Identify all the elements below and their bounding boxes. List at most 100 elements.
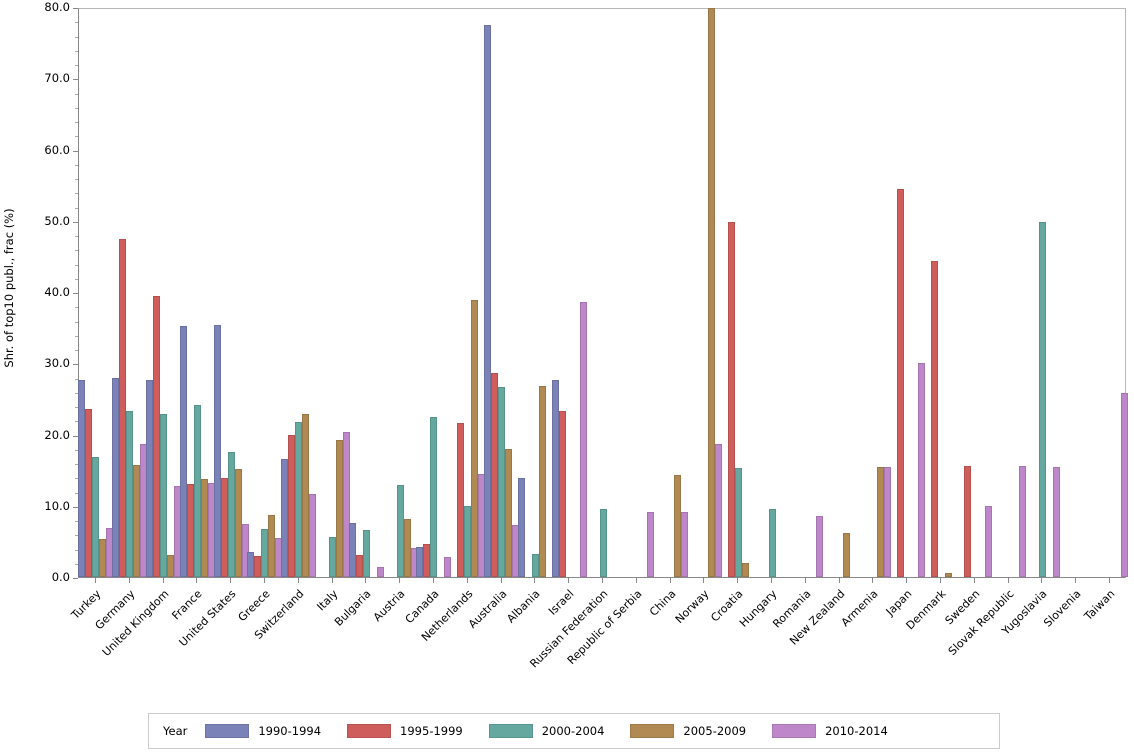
bar xyxy=(193,405,201,577)
y-axis-minor-tick xyxy=(75,50,78,52)
x-axis-tick-mark xyxy=(973,578,975,583)
y-axis-minor-tick xyxy=(75,36,78,38)
legend-label: 2005-2009 xyxy=(683,724,747,738)
x-axis-tick-mark xyxy=(872,578,874,583)
bar xyxy=(200,479,208,577)
x-axis-tick-mark xyxy=(1109,578,1111,583)
bar xyxy=(1120,393,1128,577)
x-axis-tick-mark xyxy=(703,578,705,583)
x-axis-tick-mark xyxy=(568,578,570,583)
bar-group xyxy=(1059,9,1094,577)
bar xyxy=(1052,466,1060,577)
legend-item[interactable]: 2010-2014 xyxy=(772,724,888,738)
y-axis-minor-tick xyxy=(75,321,78,323)
y-axis-tick-mark xyxy=(73,578,78,579)
y-axis-minor-tick xyxy=(75,22,78,24)
x-axis-tick-mark xyxy=(500,578,502,583)
legend-color-swatch xyxy=(630,724,675,738)
bar-group xyxy=(586,9,621,577)
bar xyxy=(917,363,925,577)
bar xyxy=(457,423,465,577)
bar xyxy=(471,299,479,577)
bar xyxy=(930,261,938,577)
bar xyxy=(944,573,952,577)
y-axis-minor-tick xyxy=(75,549,78,551)
bar xyxy=(99,539,107,577)
bar xyxy=(78,379,86,577)
bar xyxy=(558,411,566,577)
bar-group xyxy=(687,8,722,577)
y-axis-tick-label: 60.0 xyxy=(44,142,70,157)
bar xyxy=(241,523,249,577)
bar xyxy=(179,326,187,577)
bar xyxy=(681,512,689,577)
bar xyxy=(843,532,851,577)
x-axis-tick-mark xyxy=(771,578,773,583)
bar xyxy=(126,411,134,577)
bar-group xyxy=(416,9,452,577)
y-axis-tick-mark xyxy=(73,221,78,223)
bar xyxy=(119,239,127,577)
bar-group xyxy=(78,9,114,577)
x-axis-tick-mark xyxy=(906,578,908,583)
legend-color-swatch xyxy=(205,724,250,738)
y-axis-tick-label: 50.0 xyxy=(44,213,70,228)
y-axis-minor-tick xyxy=(75,164,78,166)
bar-group xyxy=(551,9,587,577)
bar xyxy=(498,386,506,577)
x-axis-tick-mark xyxy=(669,578,671,583)
bar xyxy=(674,475,682,577)
bar xyxy=(403,519,411,577)
x-axis-tick-mark xyxy=(297,578,299,583)
bar xyxy=(146,380,154,577)
bar xyxy=(281,458,289,577)
bar xyxy=(213,324,221,577)
x-axis-tick-mark xyxy=(399,578,401,583)
legend-item[interactable]: 1995-1999 xyxy=(347,724,463,738)
y-axis-minor-tick xyxy=(75,207,78,209)
x-axis-tick-mark xyxy=(1075,578,1077,583)
legend-item[interactable]: 2000-2004 xyxy=(488,724,604,738)
bar xyxy=(288,434,296,577)
y-axis-minor-tick xyxy=(75,264,78,266)
x-axis-tick-mark xyxy=(602,578,603,583)
legend-color-swatch xyxy=(347,724,392,738)
bar-group xyxy=(957,9,993,577)
bar-group xyxy=(856,9,891,577)
bar xyxy=(484,24,492,577)
bar xyxy=(295,421,303,577)
bar xyxy=(227,452,235,577)
bar xyxy=(329,537,337,577)
bar xyxy=(160,413,168,577)
bar xyxy=(579,301,587,577)
x-axis-tick-mark xyxy=(1041,578,1043,583)
bar xyxy=(376,567,384,577)
bar xyxy=(355,554,363,577)
y-axis-tick-label: 20.0 xyxy=(44,427,70,442)
bar xyxy=(741,563,749,577)
bar-group xyxy=(348,9,384,577)
legend-label: 1990-1994 xyxy=(258,724,322,738)
y-axis-minor-tick xyxy=(75,421,78,423)
bar-group xyxy=(822,9,857,577)
bar-group xyxy=(517,9,553,577)
legend-item[interactable]: 2005-2009 xyxy=(630,724,746,738)
bar xyxy=(876,467,884,577)
bar-group xyxy=(721,9,756,577)
x-axis-tick-mark xyxy=(230,578,232,583)
bar xyxy=(186,483,194,577)
x-axis-tick-mark xyxy=(162,578,164,583)
y-axis-tick-label: 10.0 xyxy=(44,498,70,513)
y-axis-minor-tick xyxy=(75,449,78,451)
legend-item[interactable]: 1990-1994 xyxy=(205,724,321,738)
y-axis-minor-tick xyxy=(75,107,78,109)
x-axis-tick-mark xyxy=(1007,578,1009,583)
legend-label: 2010-2014 xyxy=(825,724,888,738)
x-axis-tick-mark xyxy=(196,578,198,583)
bar-group xyxy=(653,9,689,577)
legend-color-swatch xyxy=(772,724,817,738)
x-axis-tick-mark xyxy=(365,578,367,583)
bar xyxy=(153,295,161,577)
bar xyxy=(551,380,559,577)
